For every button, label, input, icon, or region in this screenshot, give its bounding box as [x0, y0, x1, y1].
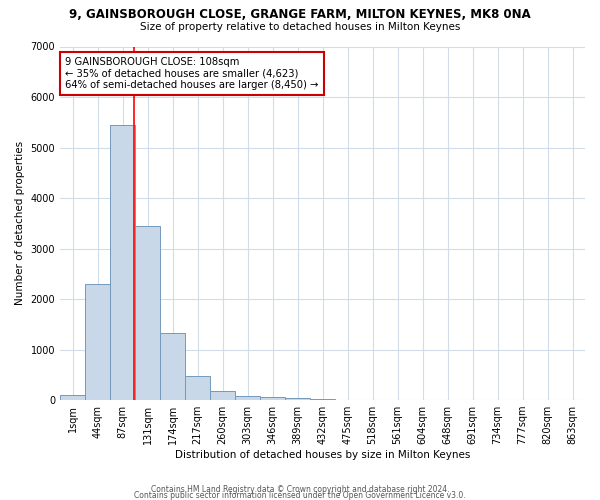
Bar — [110, 125, 135, 400]
Bar — [160, 334, 185, 400]
Bar — [135, 226, 160, 400]
Bar — [310, 398, 335, 400]
Bar — [260, 397, 285, 400]
Bar — [285, 398, 310, 400]
Bar — [85, 284, 110, 400]
Y-axis label: Number of detached properties: Number of detached properties — [15, 141, 25, 306]
Bar — [185, 376, 210, 400]
Text: Contains public sector information licensed under the Open Government Licence v3: Contains public sector information licen… — [134, 490, 466, 500]
Text: Size of property relative to detached houses in Milton Keynes: Size of property relative to detached ho… — [140, 22, 460, 32]
Text: 9, GAINSBOROUGH CLOSE, GRANGE FARM, MILTON KEYNES, MK8 0NA: 9, GAINSBOROUGH CLOSE, GRANGE FARM, MILT… — [69, 8, 531, 20]
X-axis label: Distribution of detached houses by size in Milton Keynes: Distribution of detached houses by size … — [175, 450, 470, 460]
Bar — [210, 391, 235, 400]
Bar — [60, 395, 85, 400]
Text: 9 GAINSBOROUGH CLOSE: 108sqm
← 35% of detached houses are smaller (4,623)
64% of: 9 GAINSBOROUGH CLOSE: 108sqm ← 35% of de… — [65, 57, 319, 90]
Text: Contains HM Land Registry data © Crown copyright and database right 2024.: Contains HM Land Registry data © Crown c… — [151, 484, 449, 494]
Bar — [235, 396, 260, 400]
